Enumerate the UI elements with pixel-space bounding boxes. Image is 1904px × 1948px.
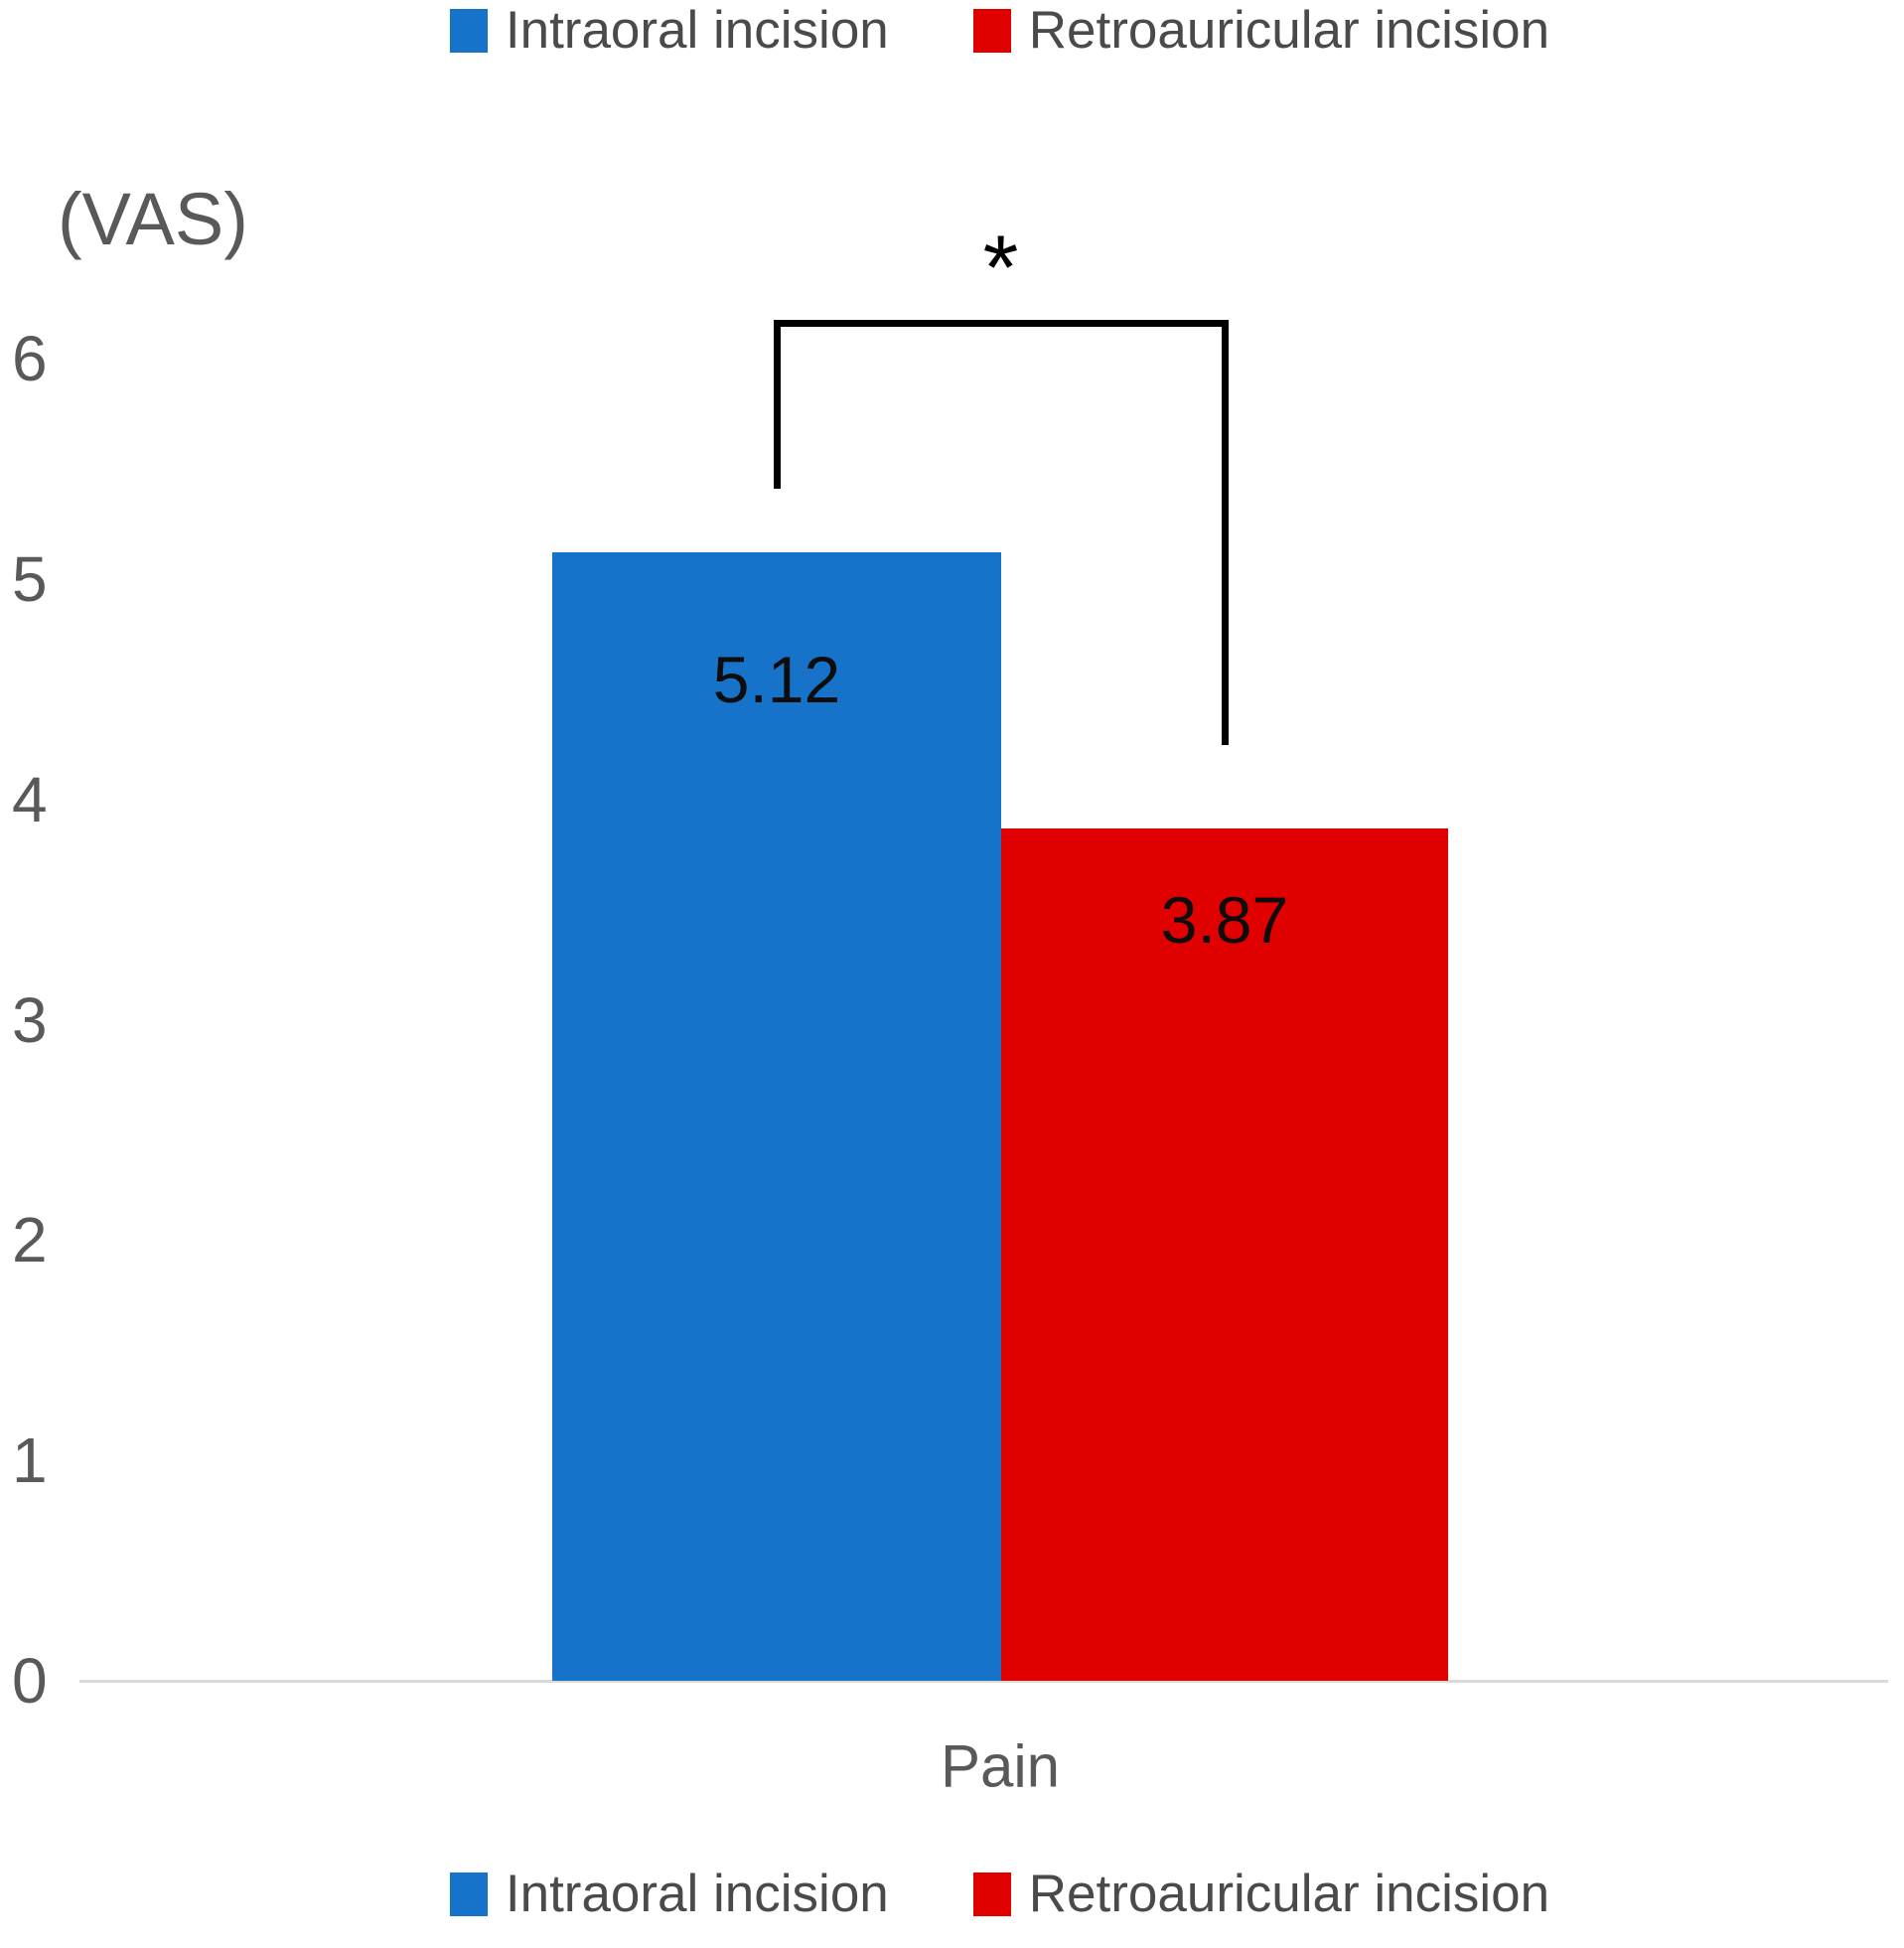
legend-top-items: Intraoral incision Retroauricular incisi… [449,1,1550,60]
y-tick-label: 1 [12,1424,48,1497]
bar-intraoral-incision [552,552,1001,1681]
legend-label-retroauricular: Retroauricular incision [1028,1,1550,60]
x-axis-line [79,1680,1888,1683]
significance-bracket-top-line [773,320,1229,327]
category-label: Pain [940,1732,1061,1800]
legend-top: Intraoral incision Retroauricular incisi… [0,1,1904,60]
y-tick-label: 3 [12,983,48,1056]
retroauricular-legend-swatch-icon [972,9,1011,54]
legend-item-intraoral: Intraoral incision [449,1865,889,1923]
y-tick-label: 4 [12,763,48,835]
legend-bottom-items: Intraoral incision Retroauricular incisi… [449,1865,1550,1923]
legend-item-intraoral: Intraoral incision [449,1,889,60]
y-axis-title: (VAS) [58,178,248,260]
y-tick-label: 0 [12,1645,48,1717]
retroauricular-legend-swatch-icon [972,1873,1011,1917]
legend-label-retroauricular: Retroauricular incision [1028,1865,1550,1923]
significance-bracket-left-line [773,320,781,489]
legend-item-retroauricular: Retroauricular incision [972,1865,1550,1923]
value-label-retroauricular: 3.87 [1160,882,1289,957]
significance-asterisk: * [982,218,1019,319]
intraoral-legend-swatch-icon [449,1873,488,1917]
legend-label-intraoral: Intraoral incision [505,1865,889,1923]
y-tick-label: 5 [12,542,48,615]
intraoral-legend-swatch-icon [449,9,488,54]
legend-label-intraoral: Intraoral incision [505,1,889,60]
bar-retroauricular-incision [1001,827,1448,1681]
significance-bracket-right-line [1221,320,1229,745]
legend-item-retroauricular: Retroauricular incision [972,1,1550,60]
legend-bottom: Intraoral incision Retroauricular incisi… [0,1865,1904,1923]
y-tick-label: 6 [12,323,48,394]
value-label-intraoral: 5.12 [712,643,841,717]
y-tick-label: 2 [12,1204,48,1276]
